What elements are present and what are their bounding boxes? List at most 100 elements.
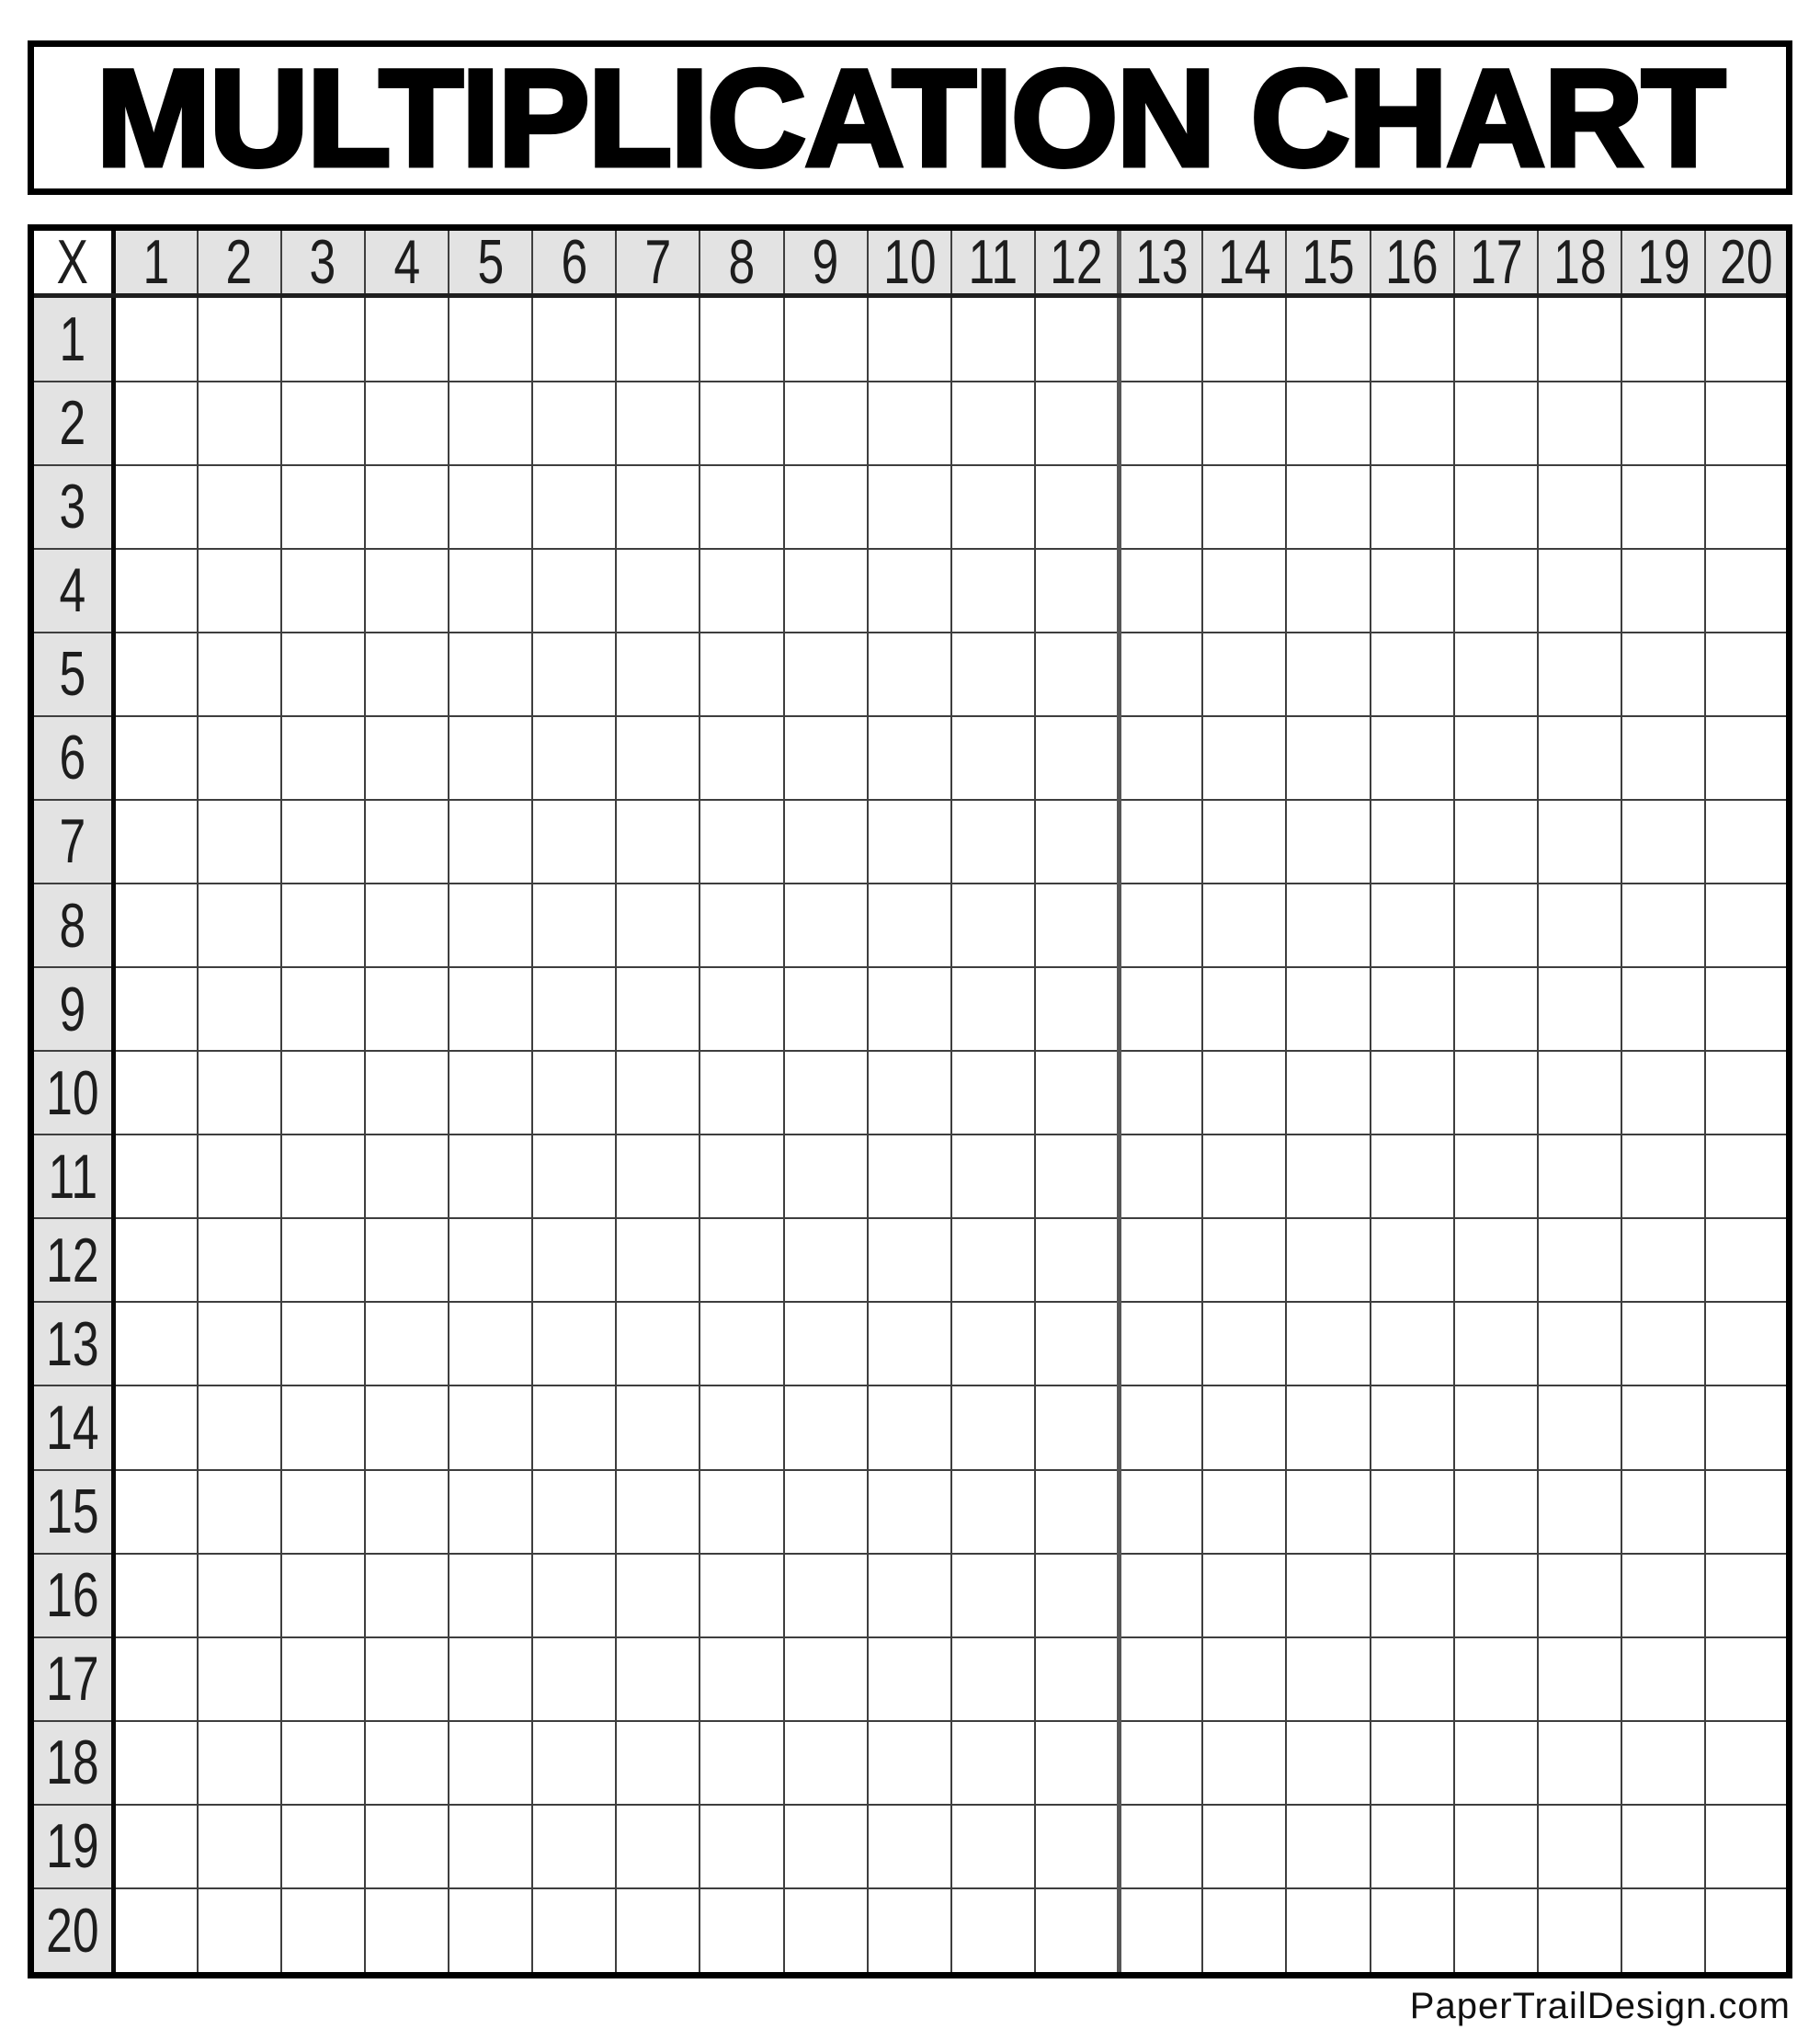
row-header-label: 9 (59, 974, 86, 1044)
grid-cell (699, 1301, 785, 1387)
watermark: PaperTrailDesign.com (1409, 1986, 1791, 2026)
column-header-label: 1 (142, 227, 170, 297)
grid-cell (1285, 380, 1371, 466)
grid-cell (699, 1719, 785, 1806)
grid-cell (950, 714, 1037, 801)
grid-cell (615, 966, 701, 1053)
grid-cell (1369, 1468, 1455, 1555)
grid-cell (1118, 1803, 1204, 1889)
grid-cell (1452, 714, 1539, 801)
grid-cell (1452, 1719, 1539, 1806)
grid-cell (782, 1719, 869, 1806)
grid-cell (1285, 882, 1371, 969)
grid-cell (363, 1887, 450, 1977)
grid-cell (1704, 1134, 1791, 1220)
column-header-cell: 15 (1285, 226, 1371, 298)
row-header-label: 1 (59, 303, 86, 374)
grid-cell (1704, 1636, 1791, 1722)
grid-cell (1704, 1719, 1791, 1806)
grid-cell (1452, 882, 1539, 969)
column-header-cell: 13 (1118, 226, 1204, 298)
grid-cell (1285, 798, 1371, 885)
grid-cell (1034, 1719, 1121, 1806)
grid-cell (1034, 1803, 1121, 1889)
column-header-label: 13 (1134, 227, 1189, 297)
grid-cell (196, 380, 282, 466)
grid-cell (1034, 882, 1121, 969)
grid-cell (448, 1301, 534, 1387)
grid-cell (950, 1217, 1037, 1304)
grid-cell (1034, 294, 1121, 382)
column-header-cell: 2 (196, 226, 282, 298)
grid-cell (363, 714, 450, 801)
grid-cell (615, 1134, 701, 1220)
grid-cell (531, 547, 618, 633)
grid-cell (866, 882, 952, 969)
grid-cell (1285, 1385, 1371, 1471)
grid-cell (531, 1050, 618, 1136)
grid-cell (782, 1636, 869, 1722)
grid-cell (279, 463, 366, 550)
grid-cell (448, 294, 534, 382)
grid-cell (1118, 547, 1204, 633)
grid-cell (615, 1301, 701, 1387)
grid-cell (782, 966, 869, 1053)
grid-cell (1201, 631, 1288, 717)
grid-cell (363, 631, 450, 717)
grid-cell (1621, 1803, 1707, 1889)
grid-cell (1621, 380, 1707, 466)
grid-cell (1621, 547, 1707, 633)
grid-cell (1034, 1636, 1121, 1722)
grid-cell (363, 547, 450, 633)
grid-cell (1201, 1468, 1288, 1555)
grid-cell (1536, 1887, 1623, 1977)
grid-cell (1118, 1050, 1204, 1136)
grid-cell (782, 1217, 869, 1304)
grid-cell (1621, 631, 1707, 717)
grid-cell (615, 1719, 701, 1806)
row-header-cell: 16 (29, 1552, 116, 1638)
column-header-label: 10 (882, 227, 937, 297)
footer: PaperTrailDesign.com (28, 1986, 1792, 2027)
grid-cell (699, 463, 785, 550)
grid-cell (615, 1552, 701, 1638)
grid-cell (363, 463, 450, 550)
grid-cell (112, 714, 199, 801)
grid-cell (448, 882, 534, 969)
grid-cell (1452, 380, 1539, 466)
grid-cell (279, 631, 366, 717)
grid-cell (1369, 631, 1455, 717)
column-header-cell: 11 (950, 226, 1037, 298)
grid-cell (1369, 1552, 1455, 1638)
grid-cell (782, 463, 869, 550)
grid-cell (112, 1887, 199, 1977)
column-header-label: 19 (1636, 227, 1690, 297)
grid-cell (112, 1385, 199, 1471)
column-header-label: 3 (309, 227, 336, 297)
grid-cell (699, 1050, 785, 1136)
grid-cell (1285, 294, 1371, 382)
grid-cell (866, 380, 952, 466)
grid-cell (531, 882, 618, 969)
grid-cell (1452, 1636, 1539, 1722)
grid-cell (782, 1134, 869, 1220)
grid-cell (782, 1468, 869, 1555)
grid-cell (196, 966, 282, 1053)
corner-cell: X (29, 226, 116, 298)
grid-cell (363, 1301, 450, 1387)
grid-cell (1621, 1468, 1707, 1555)
grid-cell (1285, 1887, 1371, 1977)
grid-cell (1118, 294, 1204, 382)
grid-cell (448, 966, 534, 1053)
grid-cell (196, 1301, 282, 1387)
grid-cell (1536, 294, 1623, 382)
grid-cell (279, 1468, 366, 1555)
table-row: 9 (29, 966, 1791, 1053)
row-header-label: 2 (59, 388, 86, 459)
grid-cell (1201, 966, 1288, 1053)
grid-cell (866, 966, 952, 1053)
grid-cell (1452, 1803, 1539, 1889)
row-header-cell: 2 (29, 380, 116, 466)
grid-cell (279, 1301, 366, 1387)
row-header-cell: 7 (29, 798, 116, 885)
